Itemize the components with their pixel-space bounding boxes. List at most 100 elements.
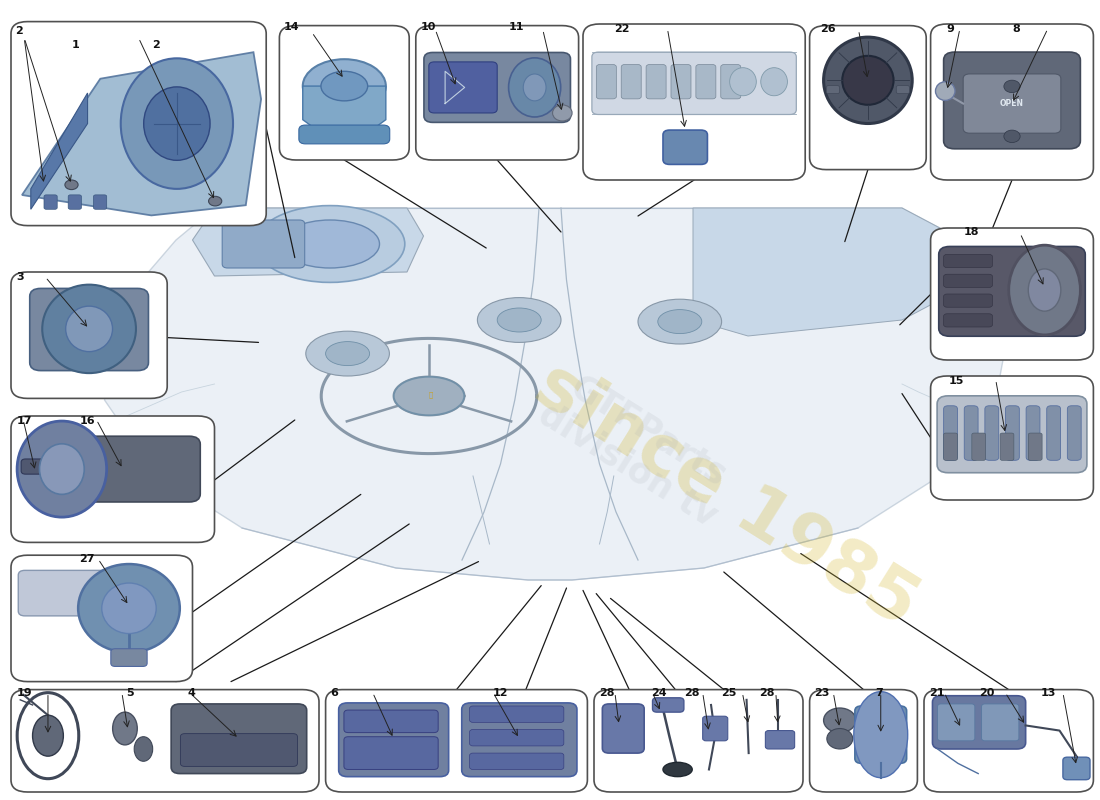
FancyBboxPatch shape <box>429 62 497 113</box>
Polygon shape <box>22 52 261 215</box>
FancyBboxPatch shape <box>596 65 616 99</box>
FancyBboxPatch shape <box>94 195 107 210</box>
Ellipse shape <box>78 564 179 653</box>
FancyBboxPatch shape <box>703 716 728 741</box>
Ellipse shape <box>321 71 367 101</box>
FancyBboxPatch shape <box>826 86 839 94</box>
Ellipse shape <box>843 56 893 105</box>
FancyBboxPatch shape <box>11 416 214 542</box>
Ellipse shape <box>1028 269 1060 311</box>
FancyBboxPatch shape <box>621 65 641 99</box>
FancyBboxPatch shape <box>984 406 999 460</box>
FancyBboxPatch shape <box>810 690 917 792</box>
FancyBboxPatch shape <box>696 65 716 99</box>
FancyBboxPatch shape <box>810 26 926 170</box>
FancyBboxPatch shape <box>470 706 564 722</box>
Ellipse shape <box>101 583 156 634</box>
FancyBboxPatch shape <box>944 52 1080 149</box>
FancyBboxPatch shape <box>1028 433 1042 460</box>
FancyBboxPatch shape <box>938 246 1086 336</box>
FancyBboxPatch shape <box>1026 406 1039 460</box>
FancyBboxPatch shape <box>931 228 1093 360</box>
FancyBboxPatch shape <box>766 730 794 749</box>
FancyBboxPatch shape <box>11 690 319 792</box>
Ellipse shape <box>40 444 85 494</box>
Text: 12: 12 <box>493 687 508 698</box>
FancyBboxPatch shape <box>855 706 906 763</box>
FancyBboxPatch shape <box>416 26 579 160</box>
FancyBboxPatch shape <box>19 570 118 616</box>
FancyBboxPatch shape <box>937 704 975 741</box>
Ellipse shape <box>508 58 561 117</box>
Ellipse shape <box>306 331 389 376</box>
Text: 24: 24 <box>651 687 667 698</box>
Ellipse shape <box>394 377 464 415</box>
Polygon shape <box>104 208 1012 580</box>
Text: 6: 6 <box>330 687 338 698</box>
Text: 28: 28 <box>600 687 615 698</box>
FancyBboxPatch shape <box>21 459 66 474</box>
Ellipse shape <box>112 712 138 745</box>
FancyBboxPatch shape <box>1000 433 1014 460</box>
Ellipse shape <box>827 729 853 749</box>
Ellipse shape <box>255 206 405 282</box>
FancyBboxPatch shape <box>11 22 266 226</box>
Ellipse shape <box>663 762 692 777</box>
Text: OPEN: OPEN <box>1000 99 1024 108</box>
Ellipse shape <box>1009 245 1080 335</box>
FancyBboxPatch shape <box>1067 406 1081 460</box>
Text: 28: 28 <box>684 687 700 698</box>
Text: 26: 26 <box>821 23 836 34</box>
Ellipse shape <box>854 692 908 778</box>
Text: 17: 17 <box>16 416 32 426</box>
Ellipse shape <box>134 737 153 762</box>
FancyBboxPatch shape <box>11 555 192 682</box>
FancyBboxPatch shape <box>944 314 992 327</box>
Text: 18: 18 <box>964 227 979 237</box>
Text: 23: 23 <box>814 688 829 698</box>
Ellipse shape <box>209 196 222 206</box>
Text: 7: 7 <box>876 688 883 698</box>
FancyBboxPatch shape <box>111 649 147 666</box>
FancyBboxPatch shape <box>470 730 564 746</box>
Text: 3: 3 <box>16 272 24 282</box>
Text: 1: 1 <box>72 40 79 50</box>
FancyBboxPatch shape <box>279 26 409 160</box>
Text: 2: 2 <box>152 40 160 50</box>
Ellipse shape <box>935 82 955 101</box>
Ellipse shape <box>658 310 702 334</box>
FancyBboxPatch shape <box>344 710 438 733</box>
FancyBboxPatch shape <box>971 433 986 460</box>
FancyBboxPatch shape <box>44 195 57 210</box>
Ellipse shape <box>302 59 386 113</box>
FancyBboxPatch shape <box>652 698 684 712</box>
FancyBboxPatch shape <box>931 24 1093 180</box>
Text: 20: 20 <box>979 688 994 698</box>
FancyBboxPatch shape <box>592 52 796 114</box>
FancyBboxPatch shape <box>981 704 1019 741</box>
FancyBboxPatch shape <box>172 704 307 774</box>
FancyBboxPatch shape <box>646 65 667 99</box>
FancyBboxPatch shape <box>944 274 992 287</box>
Ellipse shape <box>1004 80 1020 93</box>
Text: 13: 13 <box>1041 688 1056 698</box>
Text: 19: 19 <box>16 687 32 698</box>
Text: 25: 25 <box>722 687 737 698</box>
FancyBboxPatch shape <box>1047 406 1060 460</box>
Text: 2: 2 <box>15 26 23 36</box>
FancyBboxPatch shape <box>30 289 148 370</box>
Ellipse shape <box>65 180 78 190</box>
Text: 22: 22 <box>614 24 629 34</box>
Ellipse shape <box>552 105 572 121</box>
FancyBboxPatch shape <box>424 53 571 122</box>
Ellipse shape <box>121 58 233 189</box>
Ellipse shape <box>144 87 210 160</box>
Text: 27: 27 <box>79 554 95 564</box>
Ellipse shape <box>33 715 64 756</box>
Text: 4: 4 <box>187 687 195 698</box>
FancyBboxPatch shape <box>180 734 297 766</box>
FancyBboxPatch shape <box>326 690 587 792</box>
FancyBboxPatch shape <box>896 86 910 94</box>
FancyBboxPatch shape <box>720 65 740 99</box>
Text: 21: 21 <box>930 688 945 698</box>
